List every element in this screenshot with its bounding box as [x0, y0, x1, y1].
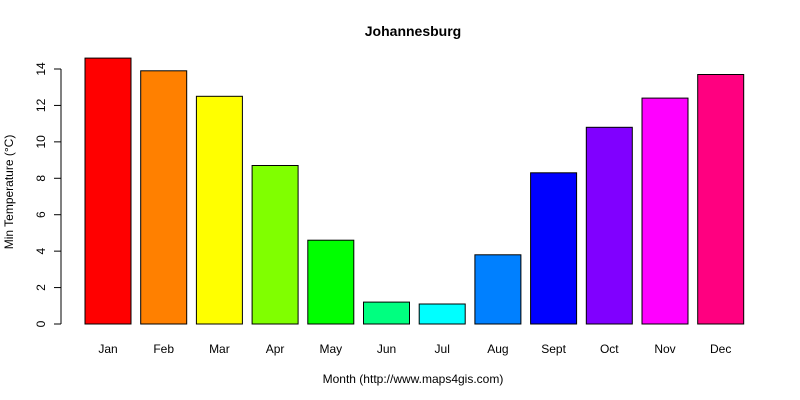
y-axis-label: Min Temperature (°C) [2, 135, 16, 250]
bar-apr [251, 165, 299, 325]
bar-jun [363, 301, 410, 325]
y-tick-label: 6 [34, 211, 48, 218]
x-tick-label: Oct [600, 342, 619, 356]
x-tick-label: Sept [541, 342, 566, 356]
bar-may [307, 239, 355, 325]
bar-nov [641, 97, 689, 325]
x-tick-label: Feb [153, 342, 174, 356]
x-axis-label: Month (http://www.maps4gis.com) [323, 372, 504, 386]
x-tick-label: Jan [98, 342, 117, 356]
bar-jul [418, 303, 466, 325]
y-axis: 0 2 4 6 8 10 12 14 [34, 62, 62, 327]
bar-mar [195, 95, 243, 325]
bar-oct [585, 126, 633, 325]
x-axis-tick-labels: Jan Feb Mar Apr May Jun Jul Aug Sept Oct Nov Dec [98, 342, 731, 356]
y-tick-label: 0 [34, 320, 48, 327]
y-tick-label: 10 [34, 135, 48, 149]
x-tick-label: Apr [266, 342, 285, 356]
x-tick-label: May [319, 342, 342, 356]
x-tick-label: Jul [435, 342, 450, 356]
x-tick-label: Aug [487, 342, 508, 356]
x-tick-label: Dec [710, 342, 731, 356]
y-tick-label: 12 [34, 98, 48, 112]
chart-title: Johannesburg [365, 23, 461, 39]
y-tick-label: 8 [34, 175, 48, 182]
bar-aug [474, 254, 522, 325]
bars [84, 57, 745, 325]
bar-dec [697, 74, 745, 325]
bar-sept [530, 172, 578, 325]
bar-jan [84, 57, 132, 325]
y-tick-label: 2 [34, 284, 48, 291]
x-tick-label: Mar [209, 342, 230, 356]
x-tick-label: Jun [377, 342, 396, 356]
bar-feb [140, 70, 188, 325]
y-tick-label: 4 [34, 247, 48, 254]
x-tick-label: Nov [654, 342, 675, 356]
y-tick-label: 14 [34, 62, 48, 76]
